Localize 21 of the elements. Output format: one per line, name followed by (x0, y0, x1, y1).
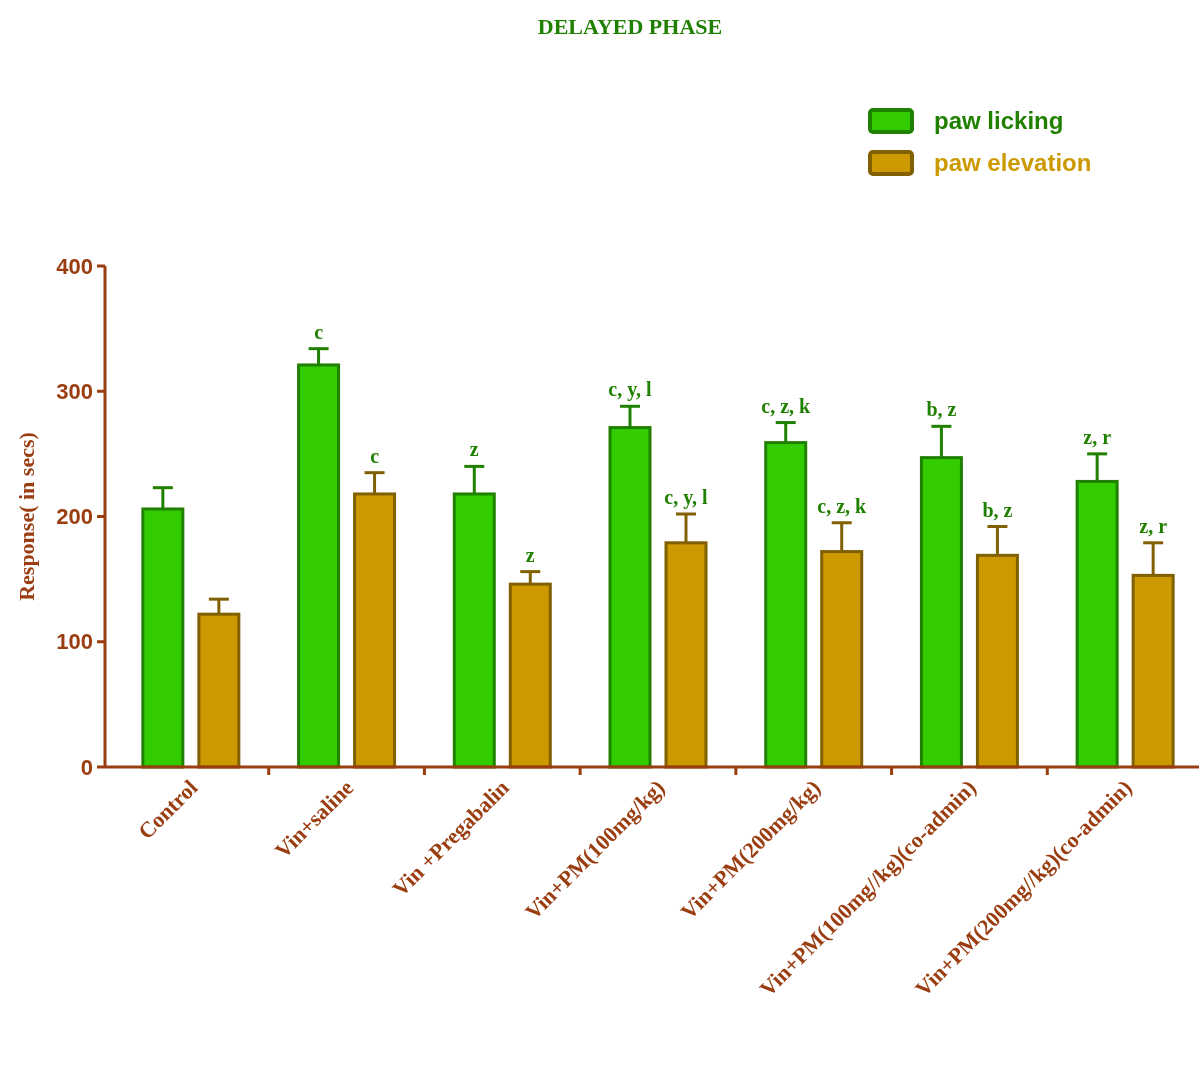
data-label: c (314, 320, 324, 343)
y-tick-label: 300 (56, 378, 93, 404)
y-tick-label: 0 (80, 754, 93, 780)
data-label: b, z (926, 398, 957, 421)
data-label: z, r (1139, 514, 1168, 537)
y-tick-label: 100 (56, 629, 93, 655)
data-label: b, z (982, 498, 1013, 521)
legend-label: paw elevation (934, 149, 1092, 177)
data-label: c (370, 444, 380, 467)
data-label: c, z, k (817, 494, 868, 517)
data-label: c, y, l (608, 378, 653, 402)
data-label: z, r (1083, 425, 1112, 448)
legend-label: paw licking (934, 107, 1064, 135)
y-tick-label: 200 (56, 504, 93, 530)
data-label: c, z, k (761, 394, 812, 417)
data-label: c, y, l (664, 485, 709, 509)
data-label: z (525, 543, 535, 566)
data-label: z (469, 438, 479, 461)
chart-title: DELAYED PHASE (537, 14, 723, 39)
y-axis-title: Response( in secs) (14, 432, 39, 601)
y-tick-label: 400 (56, 253, 93, 279)
